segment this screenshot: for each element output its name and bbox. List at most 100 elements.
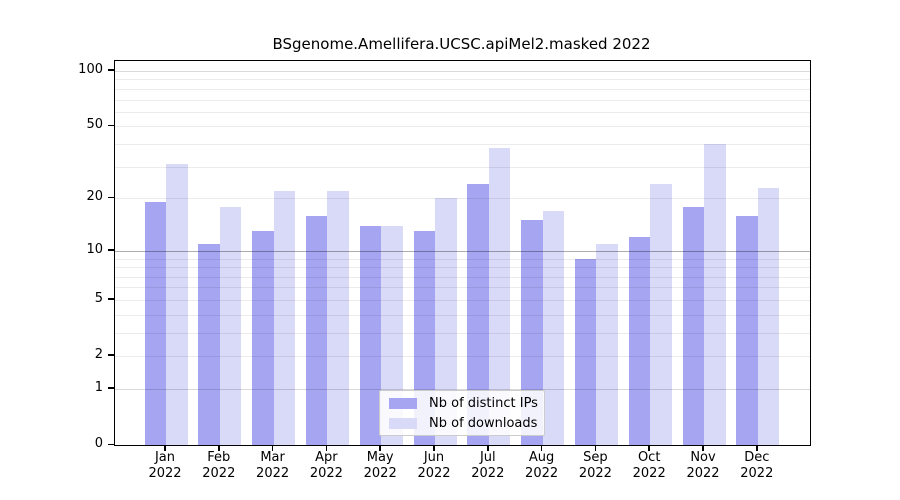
bar-nb-of-distinct-ips-may <box>359 225 382 445</box>
x-tick-label-jun: Jun 2022 <box>402 450 466 482</box>
y-tick-mark-5 <box>108 298 114 300</box>
x-tick-mark-dec <box>756 445 758 451</box>
y-tick-mark-2 <box>108 354 114 356</box>
gridline-40 <box>115 144 810 146</box>
x-tick-mark-apr <box>325 445 328 451</box>
x-tick-mark-jun <box>433 445 435 451</box>
bar-nb-of-downloads-jun <box>435 198 457 445</box>
x-tick-mark-oct <box>648 445 650 451</box>
x-tick-mark-feb <box>218 445 220 451</box>
gridline-4 <box>115 314 810 316</box>
bar-nb-of-distinct-ips-dec <box>736 215 758 445</box>
gridline-100 <box>115 71 810 72</box>
x-tick-label-may: May 2022 <box>348 450 412 482</box>
legend-entry-distinct-ips: Nb of distinct IPs <box>389 395 538 411</box>
legend-swatch-downloads <box>389 417 417 429</box>
bar-nb-of-distinct-ips-sep <box>574 258 597 445</box>
bar-nb-of-distinct-ips-apr <box>305 215 328 445</box>
legend-label-downloads: Nb of downloads <box>429 415 538 431</box>
plot-area <box>114 60 811 446</box>
x-tick-mark-nov <box>702 445 704 451</box>
y-tick-label-20: 20 <box>86 189 103 205</box>
x-tick-label-year: 2022 <box>417 466 451 481</box>
y-tick-label-5: 5 <box>94 290 103 306</box>
y-tick-label-0: 0 <box>94 436 103 452</box>
gridline-8 <box>115 267 810 269</box>
gridline-5 <box>115 299 810 301</box>
x-tick-mark-jan <box>164 445 166 451</box>
gridline-3 <box>115 332 810 334</box>
legend-entry-downloads: Nb of downloads <box>389 415 538 431</box>
chart-title: BSgenome.Amellifera.UCSC.apiMel2.masked … <box>272 35 651 53</box>
bar-nb-of-downloads-aug <box>542 210 565 445</box>
gridline-80 <box>115 88 810 90</box>
x-tick-label-year: 2022 <box>363 466 397 481</box>
gridline-50 <box>115 126 810 128</box>
x-tick-mark-mar <box>271 445 274 451</box>
x-tick-label-apr: Apr 2022 <box>294 450 358 482</box>
y-tick-mark-10 <box>108 249 114 251</box>
gridline-2 <box>115 356 810 358</box>
gridline-30 <box>115 166 810 168</box>
gridline-6 <box>115 287 810 289</box>
bar-nb-of-downloads-oct <box>650 184 672 445</box>
bar-nb-of-downloads-jul <box>488 148 511 445</box>
y-tick-label-50: 50 <box>86 117 103 133</box>
gridline-70 <box>115 99 810 101</box>
gridline-20 <box>115 198 810 200</box>
bar-nb-of-distinct-ips-oct <box>628 237 651 445</box>
bar-nb-of-downloads-sep <box>596 243 618 445</box>
bar-nb-of-downloads-apr <box>327 191 349 445</box>
y-tick-mark-100 <box>108 69 114 71</box>
y-tick-mark-20 <box>108 196 114 199</box>
x-tick-mark-may <box>379 445 381 451</box>
x-tick-label-year: 2022 <box>202 466 236 481</box>
gridline-7 <box>115 276 810 278</box>
legend-label-distinct-ips: Nb of distinct IPs <box>429 395 538 411</box>
x-tick-mark-aug <box>540 445 543 451</box>
x-tick-label-jul: Jul 2022 <box>456 450 520 482</box>
x-tick-label-year: 2022 <box>740 466 774 481</box>
y-tick-mark-50 <box>108 124 114 127</box>
legend: Nb of distinct IPs Nb of downloads <box>379 390 545 436</box>
legend-swatch-distinct-ips <box>389 397 417 409</box>
x-tick-label-year: 2022 <box>632 466 666 481</box>
x-tick-label-jan: Jan 2022 <box>133 450 197 482</box>
y-tick-label-10: 10 <box>86 241 103 257</box>
x-tick-label-year: 2022 <box>471 466 505 481</box>
y-tick-label-100: 100 <box>78 62 103 77</box>
y-tick-label-2: 2 <box>94 347 103 363</box>
bar-nb-of-distinct-ips-aug <box>521 220 543 445</box>
bar-nb-of-distinct-ips-jul <box>467 184 489 445</box>
x-tick-label-year: 2022 <box>578 466 612 481</box>
gridline-10 <box>115 250 810 252</box>
x-tick-label-year: 2022 <box>686 466 720 481</box>
bar-nb-of-downloads-nov <box>704 144 726 445</box>
x-tick-label-year: 2022 <box>148 466 182 481</box>
y-tick-label-1: 1 <box>94 380 103 396</box>
bar-nb-of-distinct-ips-nov <box>682 206 704 445</box>
gridline-60 <box>115 111 810 113</box>
x-tick-label-year: 2022 <box>309 466 343 481</box>
x-tick-mark-sep <box>594 445 597 451</box>
x-tick-label-year: 2022 <box>256 466 290 481</box>
bar-nb-of-downloads-jan <box>166 164 188 445</box>
bar-nb-of-downloads-mar <box>273 191 296 445</box>
y-tick-mark-1 <box>108 387 114 389</box>
y-tick-mark-0 <box>108 443 114 446</box>
bar-nb-of-downloads-dec <box>757 187 780 445</box>
x-tick-label-year: 2022 <box>525 466 559 481</box>
x-tick-label-sep: Sep 2022 <box>563 450 627 482</box>
x-tick-label-feb: Feb 2022 <box>187 450 251 482</box>
x-tick-mark-jul <box>487 445 489 451</box>
x-tick-label-oct: Oct 2022 <box>617 450 681 482</box>
gridline-1 <box>115 389 810 391</box>
gridline-90 <box>115 79 810 81</box>
bar-nb-of-distinct-ips-mar <box>252 231 274 445</box>
x-tick-label-nov: Nov 2022 <box>671 450 735 482</box>
x-tick-label-dec: Dec 2022 <box>725 450 789 482</box>
gridline-9 <box>115 258 810 260</box>
bar-nb-of-distinct-ips-feb <box>198 243 220 445</box>
bar-nb-of-distinct-ips-jan <box>144 202 166 445</box>
